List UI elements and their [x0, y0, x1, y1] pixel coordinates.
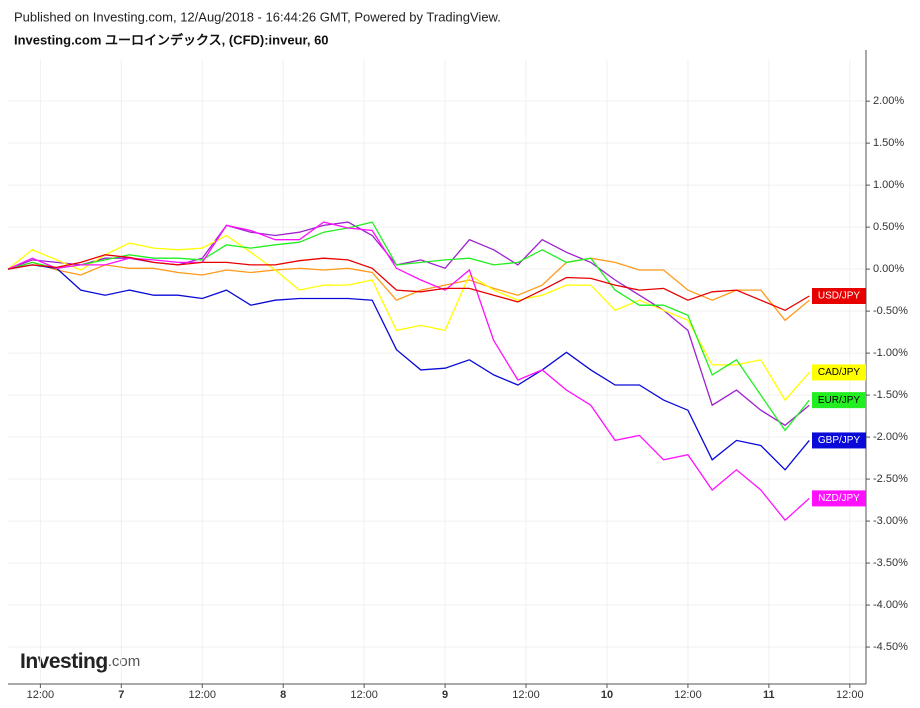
chart-title: Investing.com ユーロインデックス, (CFD):inveur, 6… [14, 32, 329, 47]
legend-entry: USD/JPY [812, 287, 866, 304]
legend-entry: GBP/JPY [812, 432, 866, 449]
y-tick-label: 0.50% [873, 221, 904, 233]
x-tick-label: 10 [601, 689, 613, 701]
legend-tag [812, 432, 866, 449]
y-tick-label: -3.00% [873, 515, 908, 527]
y-tick-label: -2.50% [873, 473, 908, 485]
y-tick-label: -0.50% [873, 305, 908, 317]
legend-tag [812, 364, 866, 381]
x-tick-label: 9 [442, 689, 448, 701]
x-tick-label: 12:00 [188, 689, 216, 701]
x-tick-label: 12:00 [674, 689, 702, 701]
logo-main: Investing [20, 650, 108, 673]
legend-entry: EUR/JPY [812, 392, 866, 409]
legend-label: EUR/JPY [818, 395, 861, 406]
series-line [7, 221, 810, 432]
x-tick-label: 7 [118, 689, 124, 701]
legend-tag [812, 287, 866, 304]
legend-label: CAD/JPY [818, 367, 861, 378]
y-tick-label: -1.00% [873, 347, 908, 359]
legend-tag [812, 392, 866, 409]
series-line [7, 234, 810, 402]
legend-label: USD/JPY [818, 291, 861, 302]
y-tick-label: -1.50% [873, 389, 908, 401]
x-tick-label: 12:00 [512, 689, 540, 701]
x-tick-label: 12:00 [836, 689, 864, 701]
y-tick-label: 1.50% [873, 137, 904, 149]
x-tick-label: 12:00 [350, 689, 378, 701]
x-tick-label: 11 [763, 689, 775, 701]
legend-label: NZD/JPY [818, 493, 860, 504]
y-tick-label: 0.00% [873, 263, 904, 275]
x-tick-label: 8 [280, 689, 286, 701]
legend-label: GBP/JPY [818, 435, 861, 446]
logo: Investing.com [20, 650, 140, 673]
series-line [7, 254, 810, 312]
series-line [7, 257, 810, 322]
x-tick-label: 12:00 [27, 689, 55, 701]
y-tick-label: -3.50% [873, 557, 908, 569]
y-tick-label: 1.00% [873, 179, 904, 191]
legend-entry: CAD/JPY [812, 364, 866, 381]
y-tick-label: -2.00% [873, 431, 908, 443]
y-tick-label: -4.00% [873, 599, 908, 611]
published-note: Published on Investing.com, 12/Aug/2018 … [14, 9, 501, 24]
series-line [7, 264, 810, 471]
y-tick-label: -4.50% [873, 641, 908, 653]
legend-tag [812, 490, 866, 507]
y-tick-label: 2.00% [873, 95, 904, 107]
legend-entry: NZD/JPY [812, 490, 866, 507]
series-line [7, 221, 810, 522]
logo-suffix: .com [108, 653, 141, 670]
